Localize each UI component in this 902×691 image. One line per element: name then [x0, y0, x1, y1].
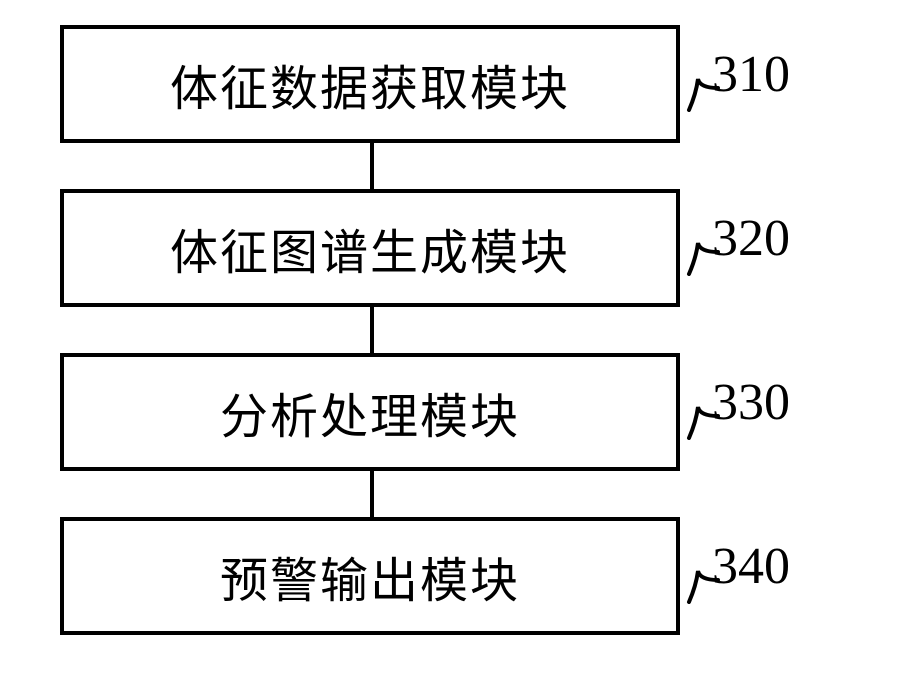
- flow-box: 体征数据获取模块: [60, 25, 680, 143]
- leader-hook-icon: [684, 238, 724, 276]
- flow-node: 体征图谱生成模块 320: [60, 189, 860, 307]
- flow-box: 预警输出模块: [60, 517, 680, 635]
- flow-label: 340: [692, 517, 790, 596]
- flow-connector: [370, 307, 374, 353]
- flow-connector: [370, 143, 374, 189]
- flow-box-text: 体征数据获取模块: [170, 49, 570, 119]
- leader-hook-icon: [684, 566, 724, 604]
- flow-box-text: 预警输出模块: [220, 541, 520, 611]
- flowchart-diagram: 体征数据获取模块 310 体征图谱生成模块 320 分析处理模块 330: [60, 25, 860, 635]
- flow-label: 330: [692, 353, 790, 432]
- flow-box-text: 体征图谱生成模块: [170, 213, 570, 283]
- flow-node: 体征数据获取模块 310: [60, 25, 860, 143]
- flow-box-text: 分析处理模块: [220, 377, 520, 447]
- flow-label: 310: [692, 25, 790, 104]
- leader-hook-icon: [684, 402, 724, 440]
- leader-hook-icon: [684, 74, 724, 112]
- flow-node: 分析处理模块 330: [60, 353, 860, 471]
- flow-node: 预警输出模块 340: [60, 517, 860, 635]
- flow-label: 320: [692, 189, 790, 268]
- flow-box: 体征图谱生成模块: [60, 189, 680, 307]
- flow-connector: [370, 471, 374, 517]
- flow-box: 分析处理模块: [60, 353, 680, 471]
